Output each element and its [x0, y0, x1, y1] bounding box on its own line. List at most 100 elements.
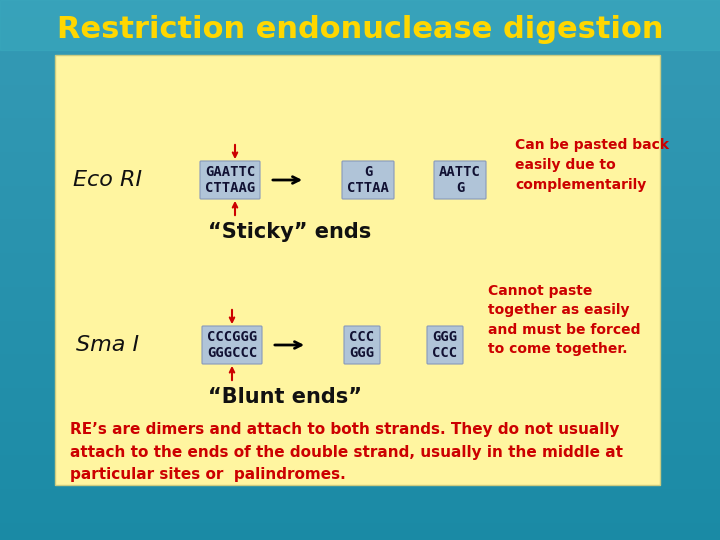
Bar: [0, 281, 720, 282]
Bar: [0, 177, 720, 178]
Bar: [0, 216, 720, 217]
Bar: [0, 345, 720, 346]
Bar: [0, 132, 720, 133]
Bar: [0, 9, 720, 10]
Bar: [0, 202, 720, 203]
Bar: [0, 212, 720, 213]
Bar: [0, 535, 720, 536]
Bar: [0, 450, 720, 451]
Bar: [0, 86, 720, 87]
Bar: [0, 240, 720, 241]
Bar: [0, 160, 720, 161]
Bar: [0, 0, 720, 1]
Bar: [0, 385, 720, 386]
Bar: [0, 120, 720, 121]
Bar: [0, 373, 720, 374]
Bar: [0, 300, 720, 301]
Bar: [0, 161, 720, 162]
Bar: [0, 314, 720, 315]
Bar: [0, 268, 720, 269]
Bar: [0, 167, 720, 168]
Bar: [0, 502, 720, 503]
Bar: [0, 490, 720, 491]
Bar: [0, 478, 720, 479]
Bar: [0, 361, 720, 362]
Bar: [0, 404, 720, 405]
Bar: [0, 217, 720, 218]
Bar: [0, 263, 720, 264]
Text: GAATTC: GAATTC: [205, 165, 255, 179]
Text: GGG: GGG: [433, 330, 458, 344]
Bar: [0, 492, 720, 493]
Bar: [0, 58, 720, 59]
Bar: [0, 37, 720, 38]
Bar: [0, 28, 720, 29]
Bar: [0, 164, 720, 165]
Bar: [0, 156, 720, 157]
Bar: [0, 285, 720, 286]
Bar: [0, 423, 720, 424]
Bar: [0, 206, 720, 207]
Bar: [0, 391, 720, 392]
Bar: [0, 227, 720, 228]
Bar: [0, 182, 720, 183]
Bar: [0, 530, 720, 531]
Bar: [0, 429, 720, 430]
Bar: [0, 166, 720, 167]
Bar: [0, 183, 720, 184]
Bar: [0, 321, 720, 322]
Bar: [0, 119, 720, 120]
Bar: [0, 140, 720, 141]
Bar: [0, 83, 720, 84]
Text: “Sticky” ends: “Sticky” ends: [208, 222, 372, 242]
Bar: [0, 57, 720, 58]
Bar: [0, 331, 720, 332]
Bar: [0, 415, 720, 416]
FancyBboxPatch shape: [344, 326, 380, 364]
Bar: [0, 396, 720, 397]
Text: G: G: [456, 181, 464, 195]
Bar: [0, 13, 720, 14]
Bar: [0, 89, 720, 90]
Bar: [0, 262, 720, 263]
Bar: [0, 293, 720, 294]
Bar: [0, 468, 720, 469]
Bar: [0, 350, 720, 351]
Bar: [0, 34, 720, 35]
Bar: [0, 102, 720, 103]
Bar: [0, 116, 720, 117]
Bar: [0, 446, 720, 447]
Text: Sma I: Sma I: [76, 335, 140, 355]
Bar: [0, 395, 720, 396]
Bar: [0, 479, 720, 480]
Bar: [0, 99, 720, 100]
Bar: [0, 113, 720, 114]
Bar: [0, 513, 720, 514]
Bar: [0, 499, 720, 500]
Bar: [0, 426, 720, 427]
Bar: [0, 304, 720, 305]
Bar: [0, 171, 720, 172]
Bar: [0, 188, 720, 189]
Bar: [0, 20, 720, 21]
Bar: [0, 520, 720, 521]
Bar: [0, 130, 720, 131]
Bar: [0, 94, 720, 95]
Bar: [0, 504, 720, 505]
Bar: [0, 253, 720, 254]
Bar: [0, 387, 720, 388]
Bar: [0, 136, 720, 137]
Bar: [0, 522, 720, 523]
Bar: [0, 367, 720, 368]
Bar: [0, 54, 720, 55]
Bar: [0, 232, 720, 233]
Bar: [0, 343, 720, 344]
Bar: [0, 344, 720, 345]
Bar: [0, 514, 720, 515]
Bar: [0, 8, 720, 9]
Bar: [0, 71, 720, 72]
Text: Can be pasted back
easily due to
complementarily: Can be pasted back easily due to complem…: [515, 138, 669, 192]
Bar: [0, 299, 720, 300]
Bar: [0, 244, 720, 245]
Bar: [0, 158, 720, 159]
